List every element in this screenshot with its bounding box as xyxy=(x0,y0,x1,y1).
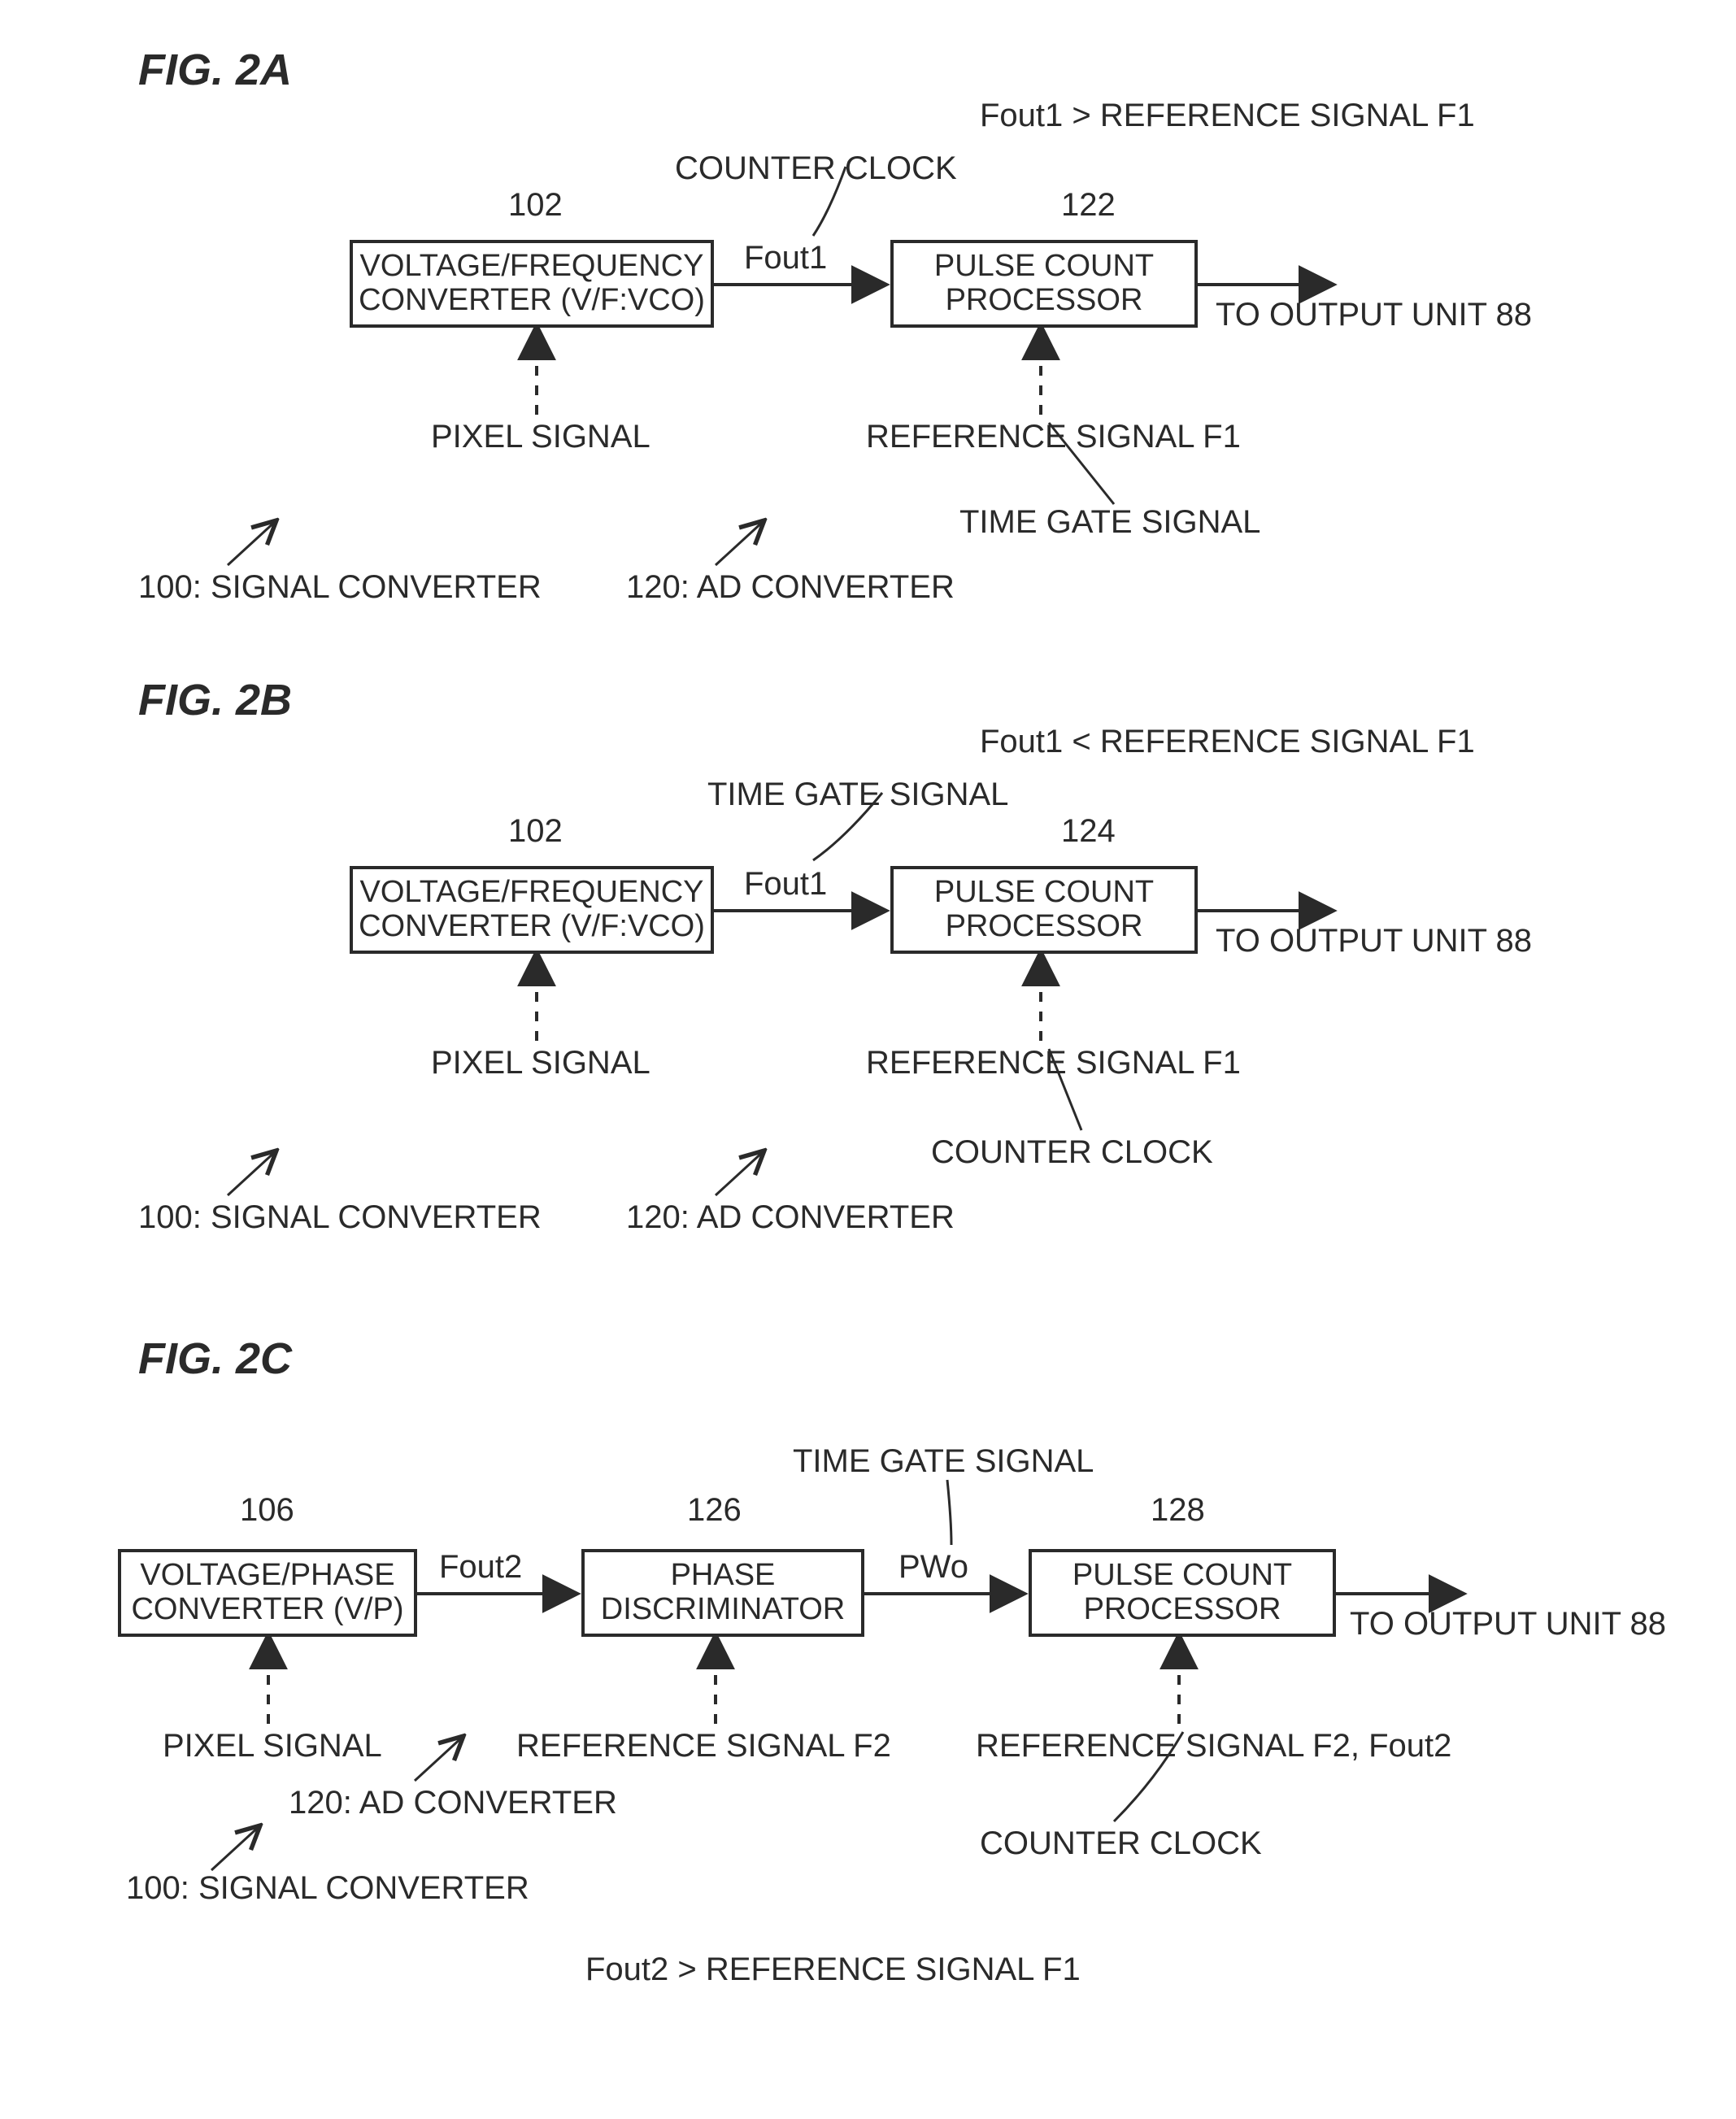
fig-2a-box1-line1: VOLTAGE/FREQUENCY xyxy=(360,250,704,284)
fig-2c-box1-line2: CONVERTER (V/P) xyxy=(131,1593,403,1627)
fig-2c-ref-f2-mid: REFERENCE SIGNAL F2 xyxy=(516,1728,891,1764)
fig-2a-ref-f1: REFERENCE SIGNAL F1 xyxy=(866,419,1241,455)
fig-2c-box2: PHASE DISCRIMINATOR xyxy=(581,1549,864,1637)
fig-2a-condition: Fout1 > REFERENCE SIGNAL F1 xyxy=(980,98,1475,134)
fig-2b-ref-f1: REFERENCE SIGNAL F1 xyxy=(866,1045,1241,1081)
fig-2a-counter-clock-label: COUNTER CLOCK xyxy=(675,150,957,187)
fig-2c-counter-clock: COUNTER CLOCK xyxy=(980,1825,1262,1862)
fig-2a-box2-ref: 122 xyxy=(1061,187,1116,224)
fig-2b-box2-line1: PULSE COUNT xyxy=(934,876,1154,910)
fig-2c-pwo: PWo xyxy=(898,1549,968,1586)
fig-2b-box2-line2: PROCESSOR xyxy=(946,910,1143,944)
fig-2c-box2-line2: DISCRIMINATOR xyxy=(601,1593,846,1627)
fig-2b-counter-clock: COUNTER CLOCK xyxy=(931,1134,1213,1171)
fig-2b-pixel-signal: PIXEL SIGNAL xyxy=(431,1045,650,1081)
fig-2a-box2-line1: PULSE COUNT xyxy=(934,250,1154,284)
fig-2c-pixel-signal: PIXEL SIGNAL xyxy=(163,1728,382,1764)
fig-2c-ref-f2-right: REFERENCE SIGNAL F2, Fout2 xyxy=(976,1728,1451,1764)
fig-2c-ref-100: 100: SIGNAL CONVERTER xyxy=(126,1870,529,1907)
fig-2b-time-gate-top: TIME GATE SIGNAL xyxy=(707,777,1008,813)
fig-2a-box2-line2: PROCESSOR xyxy=(946,284,1143,318)
fig-2a-box1: VOLTAGE/FREQUENCY CONVERTER (V/F:VCO) xyxy=(350,240,714,328)
fig-2a-box1-ref: 102 xyxy=(508,187,563,224)
fig-2a-fout: Fout1 xyxy=(744,240,827,276)
page: FIG. 2A Fout1 > REFERENCE SIGNAL F1 COUN… xyxy=(0,0,1736,2119)
fig-2c-box3-line1: PULSE COUNT xyxy=(1072,1559,1292,1593)
fig-2b-ref-120: 120: AD CONVERTER xyxy=(626,1199,955,1236)
fig-2b-out-label: TO OUTPUT UNIT 88 xyxy=(1216,923,1532,959)
fig-2c-box2-ref: 126 xyxy=(687,1492,742,1529)
fig-2c-box3-ref: 128 xyxy=(1151,1492,1205,1529)
fig-2a-box2: PULSE COUNT PROCESSOR xyxy=(890,240,1198,328)
fig-2a-ref-100: 100: SIGNAL CONVERTER xyxy=(138,569,542,606)
fig-2b-box1-line2: CONVERTER (V/F:VCO) xyxy=(359,910,705,944)
fig-2c-time-gate-top: TIME GATE SIGNAL xyxy=(793,1443,1094,1480)
fig-2a-ref-120: 120: AD CONVERTER xyxy=(626,569,955,606)
fig-2c-box1-line1: VOLTAGE/PHASE xyxy=(140,1559,394,1593)
fig-2c-out-label: TO OUTPUT UNIT 88 xyxy=(1350,1606,1666,1643)
fig-2a-out-label: TO OUTPUT UNIT 88 xyxy=(1216,297,1532,333)
fig-2c-box3-line2: PROCESSOR xyxy=(1084,1593,1281,1627)
fig-2b-box1-ref: 102 xyxy=(508,813,563,850)
fig-2c-bottom-condition: Fout2 > REFERENCE SIGNAL F1 xyxy=(585,1951,1081,1988)
fig-2c-fout2: Fout2 xyxy=(439,1549,522,1586)
fig-2c-ref-120: 120: AD CONVERTER xyxy=(289,1785,617,1821)
fig-2b-box1: VOLTAGE/FREQUENCY CONVERTER (V/F:VCO) xyxy=(350,866,714,954)
fig-2a-pixel-signal: PIXEL SIGNAL xyxy=(431,419,650,455)
fig-2c-box1: VOLTAGE/PHASE CONVERTER (V/P) xyxy=(118,1549,417,1637)
fig-2b-box1-line1: VOLTAGE/FREQUENCY xyxy=(360,876,704,910)
fig-2b-ref-100: 100: SIGNAL CONVERTER xyxy=(138,1199,542,1236)
fig-2b-fout: Fout1 xyxy=(744,866,827,903)
fig-2c-box2-line1: PHASE xyxy=(671,1559,776,1593)
fig-2b-box2: PULSE COUNT PROCESSOR xyxy=(890,866,1198,954)
fig-2c-title: FIG. 2C xyxy=(138,1334,292,1384)
fig-2a-title: FIG. 2A xyxy=(138,45,292,95)
fig-2b-condition: Fout1 < REFERENCE SIGNAL F1 xyxy=(980,724,1475,760)
fig-2b-box2-ref: 124 xyxy=(1061,813,1116,850)
fig-2a-time-gate: TIME GATE SIGNAL xyxy=(959,504,1260,541)
fig-2c-box3: PULSE COUNT PROCESSOR xyxy=(1029,1549,1336,1637)
fig-2c-box1-ref: 106 xyxy=(240,1492,294,1529)
fig-2b-title: FIG. 2B xyxy=(138,675,292,725)
fig-2a-box1-line2: CONVERTER (V/F:VCO) xyxy=(359,284,705,318)
